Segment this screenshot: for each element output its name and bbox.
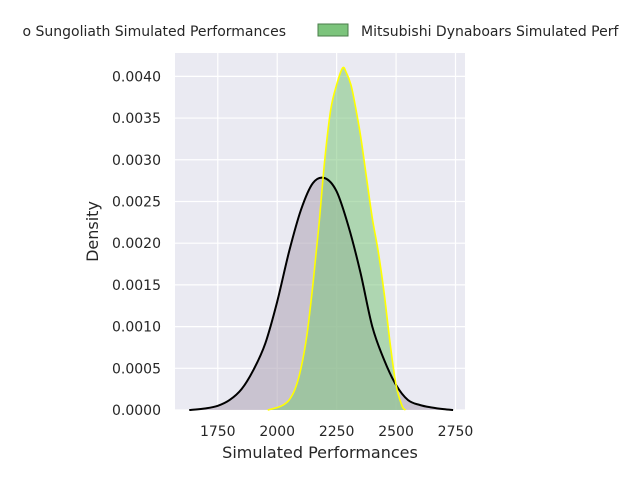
y-axis-label: Density [83,201,102,262]
x-tick-label: 1750 [200,424,236,440]
legend-label-0: o Sungoliath Simulated Performances [23,24,286,40]
x-tick-label: 2000 [259,424,295,440]
y-tick-label: 0.0035 [112,111,161,127]
x-axis-ticks: 1750 2000 2250 2500 2750 [200,424,473,440]
y-tick-label: 0.0000 [112,403,161,419]
y-tick-label: 0.0020 [112,236,161,252]
y-axis-ticks: 0.0000 0.0005 0.0010 0.0015 0.0020 0.0025 0.00… [112,69,161,419]
series-1-line [267,66,407,411]
legend: o Sungoliath Simulated Performances Mitsu… [23,23,619,40]
x-tick-label: 2250 [319,424,355,440]
y-tick-label: 0.0040 [112,69,161,85]
density-areas [189,66,454,411]
legend-label-1: Mitsubishi Dynaboars Simulated Perf [361,24,619,40]
x-tick-label: 2750 [438,424,474,440]
y-tick-label: 0.0015 [112,278,161,294]
y-tick-label: 0.0010 [112,320,161,336]
series-0-line [189,176,454,411]
y-tick-label: 0.0030 [112,153,161,169]
x-axis-label: Simulated Performances [222,443,418,462]
legend-swatch-1 [317,23,349,37]
x-tick-label: 2500 [378,424,414,440]
y-tick-label: 0.0025 [112,194,161,210]
y-tick-label: 0.0005 [112,361,161,377]
